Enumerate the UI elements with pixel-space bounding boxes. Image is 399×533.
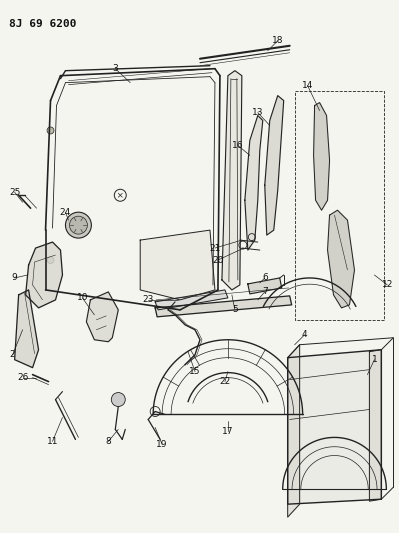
Circle shape [47, 127, 54, 134]
Text: 25: 25 [9, 188, 20, 197]
Text: 8: 8 [105, 437, 111, 446]
Text: 24: 24 [60, 208, 71, 217]
Text: 20: 20 [212, 255, 223, 264]
Text: 4: 4 [302, 330, 308, 340]
Polygon shape [155, 296, 292, 317]
Polygon shape [15, 290, 39, 368]
Text: 10: 10 [77, 293, 88, 302]
Polygon shape [248, 278, 282, 294]
Polygon shape [26, 242, 63, 308]
Polygon shape [369, 350, 381, 501]
Polygon shape [245, 116, 263, 250]
Text: 22: 22 [219, 377, 231, 386]
Text: 19: 19 [156, 440, 168, 449]
Text: 7: 7 [262, 287, 268, 296]
Text: 17: 17 [222, 427, 234, 436]
Polygon shape [288, 350, 381, 504]
Circle shape [47, 256, 54, 263]
Text: 13: 13 [252, 108, 264, 117]
Text: 18: 18 [272, 36, 283, 45]
Text: 6: 6 [262, 273, 268, 282]
Text: 12: 12 [382, 280, 393, 289]
Polygon shape [288, 345, 300, 517]
Polygon shape [155, 290, 228, 310]
Circle shape [65, 212, 91, 238]
Text: 2: 2 [10, 350, 16, 359]
Text: 15: 15 [189, 367, 201, 376]
Text: 21: 21 [209, 244, 221, 253]
Circle shape [69, 216, 87, 234]
Text: 26: 26 [17, 373, 28, 382]
Text: 11: 11 [47, 437, 58, 446]
Text: 5: 5 [232, 305, 238, 314]
Text: 9: 9 [12, 273, 18, 282]
Circle shape [111, 393, 125, 407]
Text: 16: 16 [232, 141, 244, 150]
Text: 14: 14 [302, 81, 313, 90]
Polygon shape [314, 102, 330, 210]
Polygon shape [328, 210, 354, 308]
Polygon shape [222, 71, 242, 290]
Text: 3: 3 [113, 64, 118, 73]
Text: 23: 23 [142, 295, 154, 304]
Polygon shape [265, 95, 284, 235]
Text: 8J 69 6200: 8J 69 6200 [9, 19, 76, 29]
Polygon shape [87, 292, 118, 342]
Text: 1: 1 [371, 355, 377, 364]
Polygon shape [140, 230, 215, 300]
